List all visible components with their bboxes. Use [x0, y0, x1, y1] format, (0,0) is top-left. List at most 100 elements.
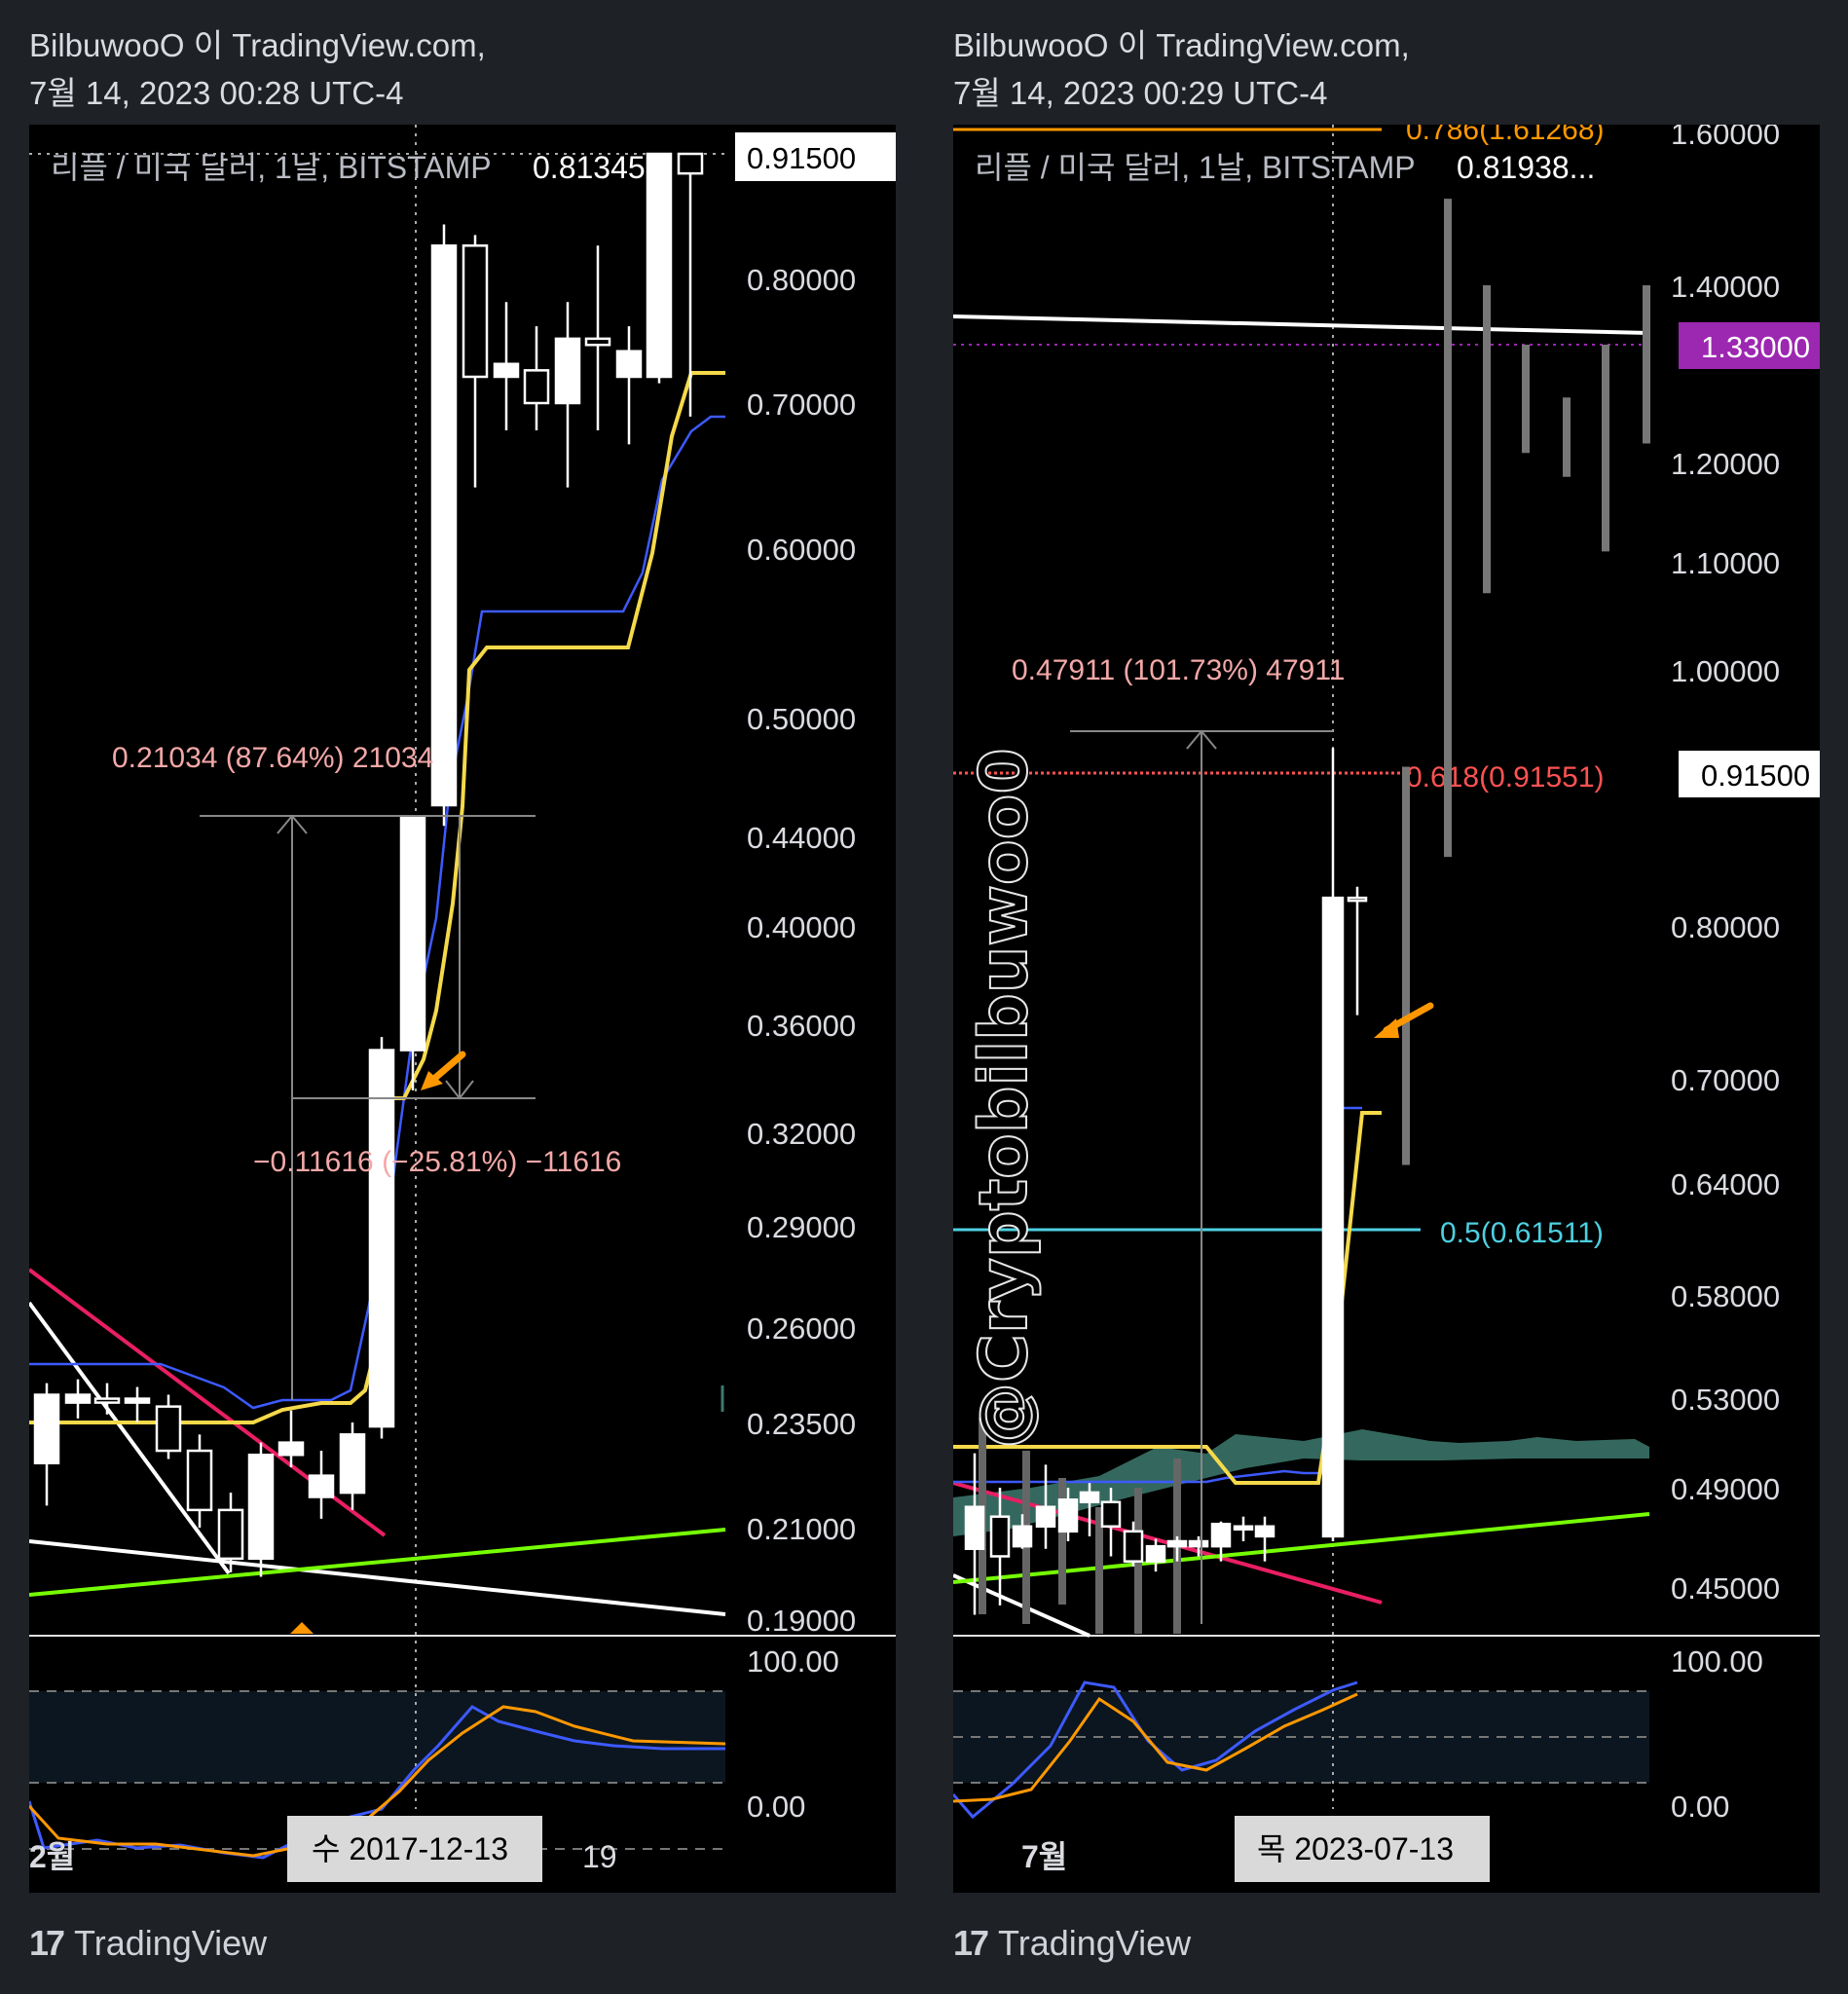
candle-body: [1100, 1500, 1122, 1529]
candle-body: [493, 362, 520, 379]
tradingview-logo-icon: 17: [953, 1923, 989, 1963]
crosshair-date-box: [1235, 1816, 1490, 1882]
chart-svg-left: 0.21034 (87.64%) 21034 −0.11616 (−25.81%)…: [29, 125, 896, 1882]
crosshair-date-box: [287, 1816, 542, 1882]
trend-line-green: [953, 1512, 1650, 1584]
legend-value: 0.81345: [533, 150, 646, 185]
y-tick-label: 0.32000: [747, 1117, 856, 1151]
measure-down-arrowhead: [445, 1080, 474, 1100]
right-panel: BilbuwooO 이 TradingView.com, 7월 14, 2023…: [924, 0, 1820, 1994]
chart-area-left[interactable]: 0.21034 (87.64%) 21034 −0.11616 (−25.81%)…: [29, 125, 896, 1893]
candle-body: [462, 244, 489, 379]
candle-body: [247, 1454, 275, 1561]
purple-price-tag-label: 1.33000: [1701, 330, 1810, 364]
legend-value: 0.81938...: [1457, 150, 1595, 185]
footer-brand: 17 TradingView: [953, 1923, 1191, 1964]
candle-body: [1035, 1505, 1056, 1529]
y-tick-label: 0.70000: [1671, 1063, 1780, 1097]
y-tick-label: 0.53000: [1671, 1383, 1780, 1417]
price-tag-label: 0.91500: [1701, 758, 1810, 793]
candle-body: [584, 337, 611, 347]
candle-body: [1321, 896, 1345, 1538]
candle-body: [399, 816, 426, 1052]
candle-body: [1079, 1491, 1100, 1504]
candle-body: [186, 1449, 213, 1512]
candle-body: [33, 1393, 60, 1465]
y-tick-label: 1.20000: [1671, 447, 1780, 481]
fib-618-label: 0.618(0.91551): [1406, 761, 1605, 794]
purple-price-tag-box: [1679, 322, 1820, 369]
left-panel: BilbuwooO 이 TradingView.com, 7월 14, 2023…: [0, 0, 896, 1994]
candle-body: [1254, 1525, 1275, 1538]
osc-band-fill: [29, 1691, 725, 1783]
candle-body: [1233, 1525, 1254, 1532]
footer-brand: 17 TradingView: [29, 1923, 267, 1964]
y-tick-label: 0.80000: [747, 263, 856, 297]
candle-body: [308, 1474, 335, 1498]
y-tick-label: 0.29000: [747, 1210, 856, 1244]
candle-body: [430, 244, 458, 807]
measure-up-arrowhead: [1186, 729, 1217, 750]
measure-up-arrowhead: [277, 814, 308, 834]
osc-tick-100: 100.00: [747, 1644, 839, 1679]
credit-text: BilbuwooO 이 TradingView.com, 7월 14, 2023…: [953, 27, 1410, 111]
y-tick-label: 1.60000: [1671, 125, 1780, 151]
x-label-day: 19: [582, 1839, 617, 1874]
candle-body: [368, 1049, 395, 1428]
candle-body: [677, 152, 704, 175]
stoch-k-line: [29, 1705, 725, 1860]
tradingview-logo-icon: 17: [29, 1923, 65, 1963]
stoch-d-line: [953, 1692, 1358, 1803]
trend-line-white-steep: [29, 1301, 231, 1575]
credit-text: BilbuwooO 이 TradingView.com, 7월 14, 2023…: [29, 27, 486, 111]
candle-body: [339, 1433, 366, 1495]
candle-body: [93, 1397, 121, 1404]
y-tick-label: 0.49000: [1671, 1472, 1780, 1506]
candle-body: [646, 152, 673, 379]
osc-tick-100: 100.00: [1671, 1644, 1763, 1679]
tenkan-line-yellow: [29, 371, 725, 1424]
candle-body: [523, 369, 550, 405]
orange-arrowhead-icon: [1374, 1018, 1399, 1038]
fib-786-label: 0.786(1.61268): [1406, 125, 1605, 146]
marker-triangle-icon: [290, 1622, 314, 1634]
candle-body: [124, 1397, 151, 1404]
y-tick-label: 0.70000: [747, 388, 856, 422]
candle-body: [1123, 1530, 1144, 1563]
measure-up-label: 0.21034 (87.64%) 21034: [112, 742, 433, 774]
orange-arrowhead-icon: [421, 1071, 443, 1090]
osc-tick-0: 0.00: [1671, 1790, 1729, 1824]
candle-body: [989, 1515, 1011, 1558]
y-tick-label: 0.58000: [1671, 1279, 1780, 1313]
resistance-line-white: [953, 314, 1650, 335]
candle-body: [155, 1405, 182, 1453]
y-tick-label: 0.80000: [1671, 910, 1780, 944]
candle-body: [217, 1508, 244, 1561]
y-tick-label: 0.19000: [747, 1604, 856, 1638]
footer-text: TradingView: [998, 1923, 1192, 1963]
candle-body: [1210, 1522, 1232, 1548]
trend-line-white: [953, 1573, 1090, 1638]
candle-body: [1145, 1544, 1166, 1563]
trend-line-green: [29, 1528, 726, 1597]
y-tick-label: 1.40000: [1671, 270, 1780, 304]
ichimoku-cloud: [953, 1429, 1649, 1536]
x-label-month: 7월: [1021, 1839, 1067, 1874]
price-tag-label: 0.91500: [747, 141, 856, 175]
y-tick-label: 0.50000: [747, 702, 856, 736]
crosshair-date-label: 목 2023-07-13: [1257, 1831, 1454, 1866]
trend-line-white: [29, 1539, 726, 1616]
price-tag-box: [1679, 751, 1820, 797]
legend-symbol: 리플 / 미국 달러, 1날, BITSTAMP: [51, 150, 492, 185]
y-tick-label: 0.36000: [747, 1009, 856, 1043]
footer-text: TradingView: [74, 1923, 268, 1963]
candle-body: [1057, 1498, 1079, 1533]
y-tick-label: 0.60000: [747, 533, 856, 567]
y-tick-label: 0.64000: [1671, 1167, 1780, 1201]
candle-body: [64, 1393, 92, 1404]
fib-5-label: 0.5(0.61511): [1440, 1217, 1604, 1249]
chart-area-right[interactable]: 0.786(1.61268) 0.618(0.91551) 0.5(0.61511)…: [953, 125, 1820, 1893]
candle-body: [1166, 1539, 1188, 1548]
measure-up-label: 0.47911 (101.73%) 47911: [1012, 654, 1346, 686]
y-tick-label: 0.40000: [747, 910, 856, 944]
